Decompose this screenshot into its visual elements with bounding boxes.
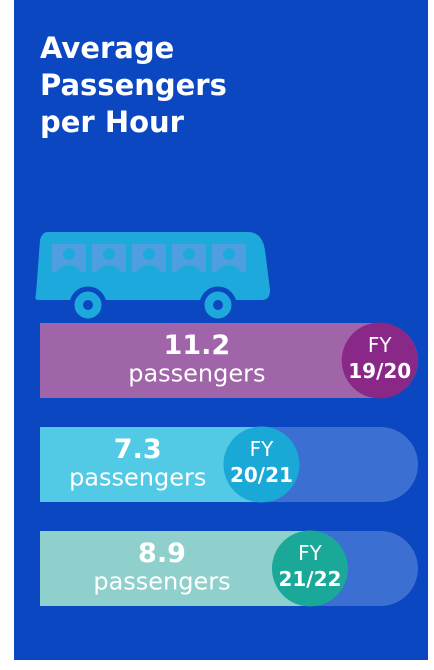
bar bbox=[40, 323, 380, 398]
category-prefix: FY bbox=[250, 437, 275, 461]
category-prefix: FY bbox=[298, 541, 323, 565]
category-label: 21/22 bbox=[278, 567, 341, 591]
category-label: 19/20 bbox=[348, 359, 411, 383]
value-label: 11.2 bbox=[164, 330, 231, 361]
bar bbox=[40, 531, 310, 606]
value-label: 8.9 bbox=[138, 538, 186, 569]
year-badge bbox=[341, 322, 418, 399]
value-label: 7.3 bbox=[114, 434, 162, 465]
category-label: 20/21 bbox=[230, 463, 293, 487]
year-badge bbox=[271, 530, 348, 607]
chart-title: Average Passengers per Hour bbox=[40, 31, 227, 139]
bus-icon bbox=[35, 232, 271, 324]
unit-label: passengers bbox=[128, 360, 265, 388]
year-badge bbox=[223, 426, 300, 503]
unit-label: passengers bbox=[93, 568, 230, 596]
category-prefix: FY bbox=[368, 333, 393, 357]
unit-label: passengers bbox=[69, 464, 206, 492]
